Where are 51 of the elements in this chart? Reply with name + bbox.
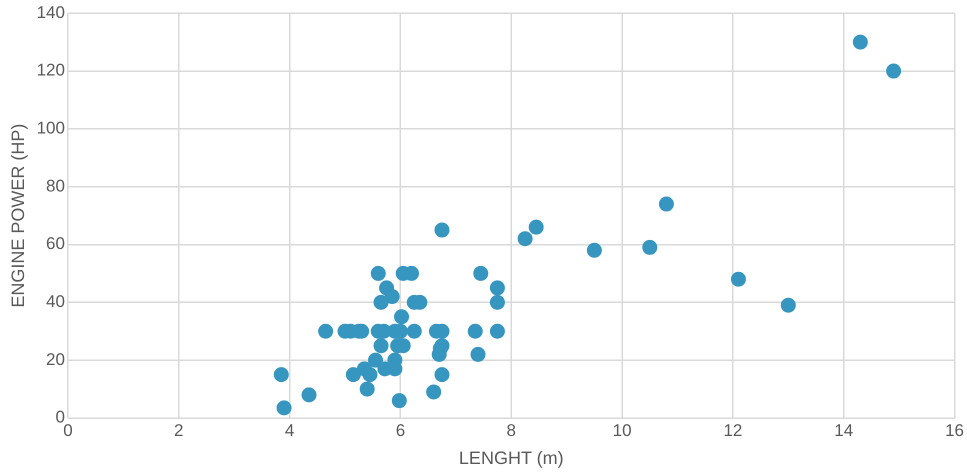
point [374, 338, 389, 354]
point [394, 309, 410, 324]
point [274, 367, 289, 382]
x-tick-label: 4 [284, 420, 294, 440]
point [434, 367, 450, 382]
y-tick-label: 20 [46, 350, 65, 369]
x-tick-label: 10 [612, 420, 632, 440]
point [886, 64, 902, 79]
point [370, 266, 386, 281]
point [852, 34, 868, 50]
y-tick-label: 80 [46, 176, 65, 196]
y-tick-label: 40 [46, 292, 65, 312]
point [406, 324, 422, 339]
point [528, 220, 544, 235]
point [346, 367, 361, 382]
x-axis-title: LENGHT (m) [458, 448, 564, 468]
y-tick-label: 140 [36, 2, 65, 22]
point [302, 387, 317, 402]
point [318, 324, 334, 339]
y-axis-title: ENGINE POWER (HP) [8, 124, 28, 308]
point [780, 298, 796, 313]
point [470, 346, 486, 362]
point [384, 289, 400, 304]
point [276, 400, 292, 416]
point [490, 294, 505, 310]
point [368, 352, 383, 368]
y-tick-label: 60 [46, 234, 65, 254]
y-tick-label: 120 [36, 60, 65, 80]
point [642, 240, 658, 255]
point [518, 231, 533, 246]
point [392, 393, 407, 408]
y-tick-label: 0 [55, 408, 65, 427]
point [473, 266, 488, 281]
point [362, 367, 378, 382]
x-tick-label: 8 [506, 420, 516, 440]
x-tick-label: 2 [174, 420, 184, 440]
x-tick-label: 6 [396, 420, 406, 440]
point [434, 222, 450, 238]
point [490, 280, 505, 296]
x-tick-label: 12 [723, 420, 742, 440]
x-tick-label: 14 [834, 420, 854, 440]
point [658, 196, 674, 212]
point [360, 382, 375, 397]
point [490, 324, 505, 339]
point [586, 242, 602, 258]
x-tick-label: 16 [945, 420, 964, 440]
point [468, 324, 483, 339]
point [426, 384, 442, 400]
point [374, 294, 389, 310]
y-tick-label: 100 [36, 118, 65, 138]
point [730, 272, 746, 287]
